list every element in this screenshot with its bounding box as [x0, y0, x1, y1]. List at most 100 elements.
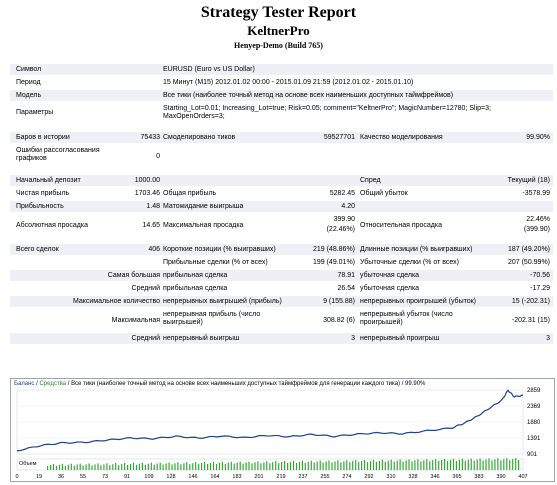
model-value: Все тики (наиболее точный метод на основ…: [163, 92, 454, 99]
profit-factor-value: 1.48: [146, 203, 160, 210]
volume-bar: [260, 463, 262, 470]
payoff-label: Матожидание выигрыша: [163, 203, 244, 210]
volume-bar: [236, 462, 238, 470]
volume-bar: [485, 459, 487, 471]
volume-bar: [387, 460, 389, 470]
volume-bar: [361, 461, 363, 470]
x-tick-label: 201: [254, 474, 263, 480]
volume-bar: [378, 460, 380, 470]
volume-bar: [464, 460, 466, 470]
volume-bar: [248, 461, 250, 471]
expert-name: KeltnerPro: [247, 23, 310, 38]
x-tick-label: 274: [342, 474, 351, 480]
volume-bar: [491, 460, 493, 470]
bars-label: Баров в истории: [16, 134, 70, 141]
volume-bar: [82, 465, 84, 470]
volume-bar: [112, 464, 114, 470]
errors-label: Ошибки рассогласования графиков: [16, 147, 100, 162]
volume-bar: [73, 465, 75, 470]
volume-bar: [470, 458, 472, 470]
profit-factor-row: Прибыльность 1.48 Матожидание выигрыша 4…: [10, 201, 553, 212]
volume-bar: [494, 459, 496, 470]
volume-bar: [130, 464, 132, 470]
x-tick-label: 55: [80, 474, 86, 480]
quality-value: 99.90%: [526, 134, 550, 141]
avg-cons-wins-label: непрерывный выигрыш: [163, 335, 240, 342]
volume-bar: [245, 462, 247, 470]
volume-bar: [506, 458, 508, 470]
balance-line: [16, 389, 523, 452]
ticks-value: 59527701: [323, 134, 355, 141]
legend-quality: 99.90%: [405, 381, 426, 387]
net-profit-row: Чистая прибыль 1703.46 Общая прибыль 528…: [10, 188, 553, 199]
model-label: Модель: [16, 92, 42, 99]
volume-bar: [455, 460, 457, 470]
volume-bar: [301, 460, 303, 470]
server-build: Henyep-Demo (Build 765): [234, 41, 323, 50]
average-loss-label: убыточная сделка: [360, 285, 420, 292]
volume-bar: [47, 466, 49, 470]
volume-bar: [79, 463, 81, 470]
volume-bar: [411, 461, 413, 470]
volume-bar: [476, 459, 478, 470]
largest-loss-label: убыточная сделка: [360, 272, 420, 279]
volume-bar: [135, 464, 138, 470]
volume-bar: [432, 460, 434, 470]
volume-bar: [325, 461, 327, 470]
volume-bar: [458, 459, 460, 470]
x-tick-label: 0: [15, 474, 18, 480]
volume-bar: [381, 459, 383, 470]
x-tick-label: 73: [102, 474, 108, 480]
chart-legend: Баланс / Средства / Все тики (наиболее т…: [14, 381, 425, 387]
x-tick-label: 164: [210, 474, 219, 480]
volume-bar: [479, 458, 481, 470]
max-cons-profit-label: непрерывная прибыль (число выигрышей): [163, 311, 261, 326]
x-tick-label: 146: [188, 474, 197, 480]
volume-bar: [150, 462, 152, 470]
volume-bar: [215, 463, 218, 470]
volume-bar: [307, 461, 309, 470]
cons-wins-value: 9 (155.88): [323, 298, 355, 305]
x-tick-label: 390: [496, 474, 505, 480]
volume-bar: [198, 464, 200, 470]
period-label: Период: [16, 79, 41, 86]
period-value: 15 Минут (M15) 2012.01.02 00:00 - 2015.0…: [163, 79, 414, 86]
volume-bar: [132, 462, 135, 470]
volume-bar: [497, 458, 499, 470]
volume-bar: [97, 463, 99, 470]
volume-bar: [402, 461, 404, 470]
volume-bar: [393, 461, 395, 470]
volume-bar: [414, 460, 416, 470]
volume-bar: [438, 461, 440, 470]
volume-bar: [61, 463, 63, 470]
volume-bar: [85, 464, 87, 470]
rel-drawdown-percent: 22.46%: [526, 216, 550, 223]
volume-bar: [64, 465, 66, 470]
volume-bar: [227, 462, 229, 470]
volume-bar: [144, 464, 146, 470]
volume-bar: [420, 461, 422, 470]
params-label: Параметры: [16, 109, 54, 116]
largest-row: Самая большая прибыльная сделка 78.91 уб…: [10, 270, 553, 281]
volume-bar: [292, 460, 295, 470]
x-tick-label: 183: [232, 474, 241, 480]
volume-bar: [298, 461, 300, 470]
legend-balance: Баланс: [14, 381, 35, 387]
volume-bar: [195, 462, 197, 470]
avg-cons-wins-value: 3: [351, 335, 355, 342]
volume-bar: [50, 465, 52, 470]
x-tick-label: 219: [276, 474, 285, 480]
avg-cons-label: Средний: [131, 335, 160, 342]
volume-bar: [233, 463, 235, 470]
bars-value: 75433: [140, 134, 160, 141]
largest-profit-value: 78.91: [337, 272, 355, 279]
long-positions-value: 187 (49.20%): [507, 246, 550, 253]
volume-bar: [488, 458, 490, 470]
profit-factor-label: Прибыльность: [16, 203, 64, 210]
volume-bar: [254, 462, 256, 470]
max-cons-loss-value: -202.31 (15): [511, 317, 550, 324]
average-loss-value: -17.29: [530, 285, 550, 292]
volume-bar: [177, 462, 179, 470]
average-row: Средний прибыльная сделка 26.54 убыточна…: [10, 283, 553, 294]
volume-bar: [55, 465, 58, 470]
